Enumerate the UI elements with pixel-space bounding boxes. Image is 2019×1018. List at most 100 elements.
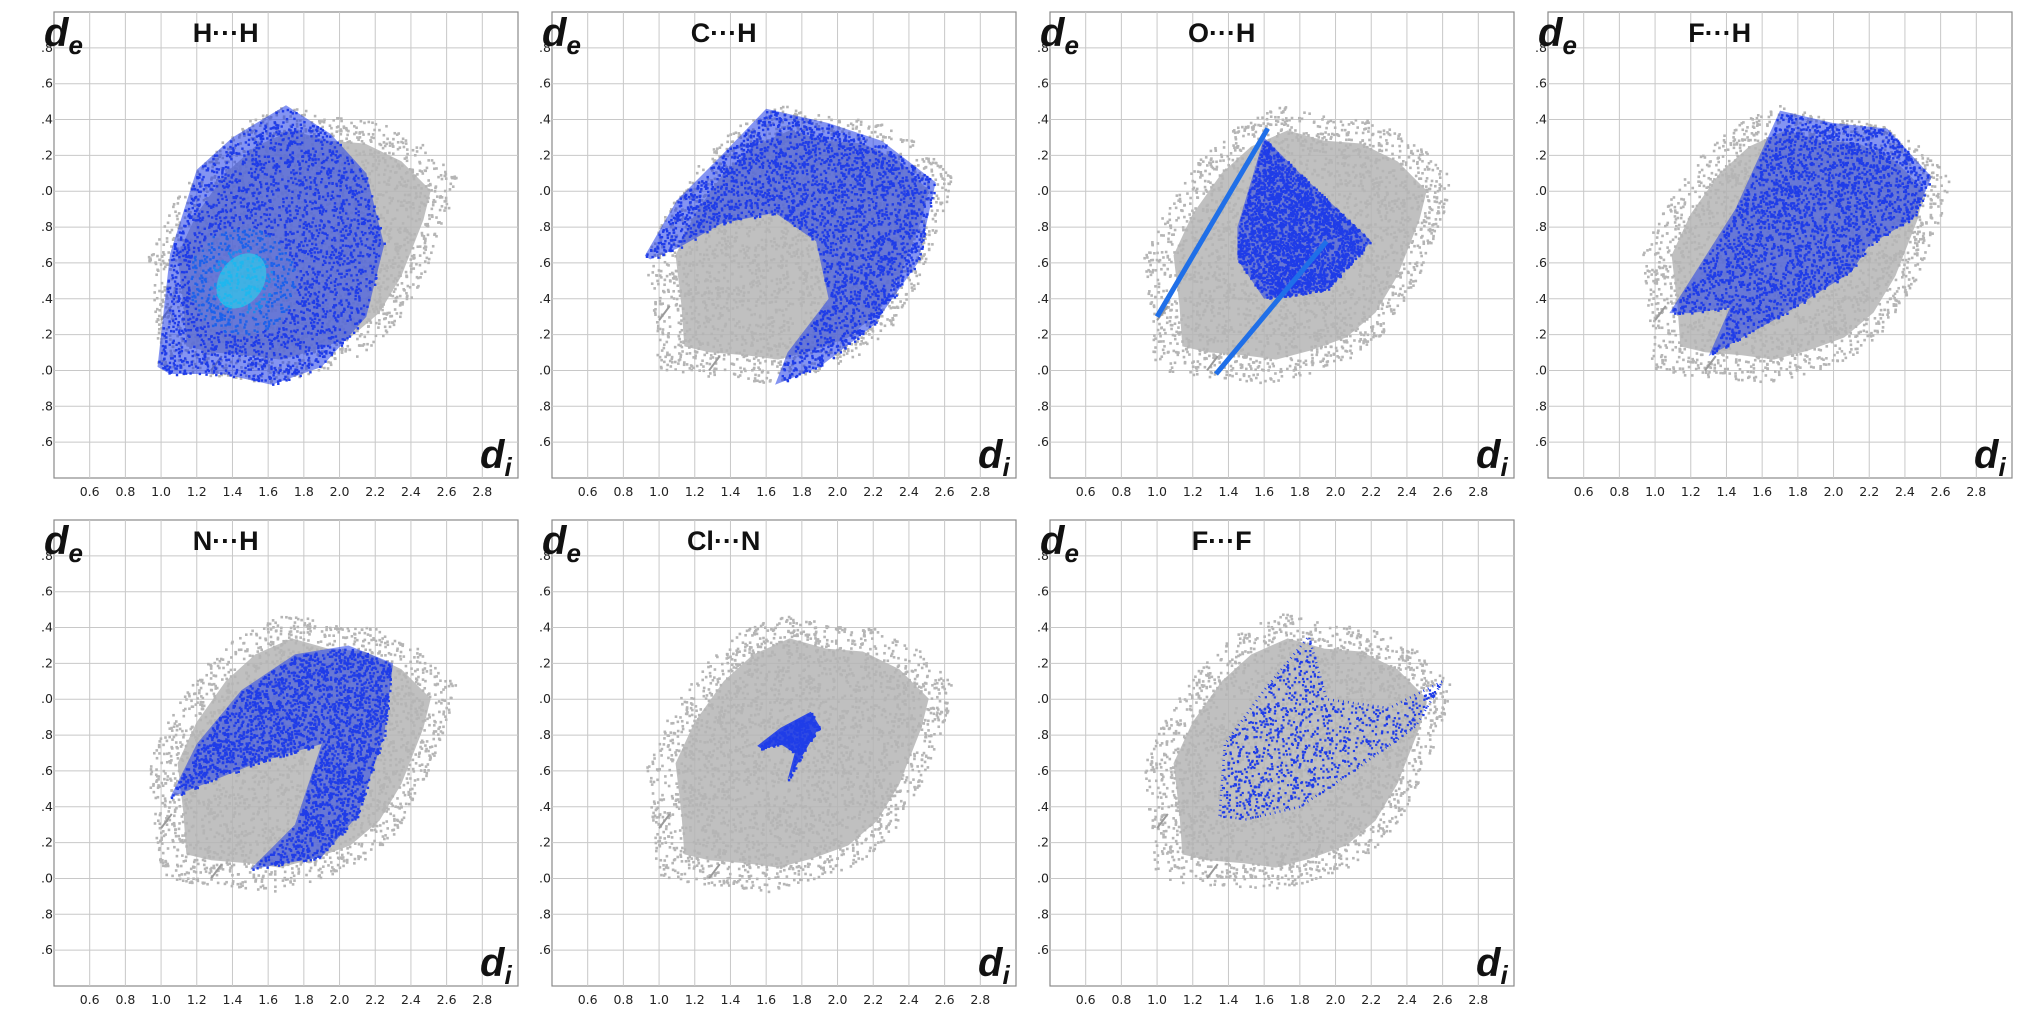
data-point bbox=[444, 199, 448, 203]
data-point bbox=[309, 371, 312, 374]
chart-svg: 0.60.81.01.21.41.61.82.02.22.42.62.80.60… bbox=[42, 11, 519, 499]
data-point bbox=[359, 119, 363, 123]
data-point bbox=[367, 120, 371, 124]
data-point bbox=[221, 141, 225, 144]
data-point bbox=[410, 296, 413, 299]
data-point bbox=[168, 231, 172, 234]
data-point bbox=[162, 300, 165, 304]
data-point bbox=[352, 331, 356, 335]
data-point bbox=[157, 331, 161, 335]
data-point bbox=[356, 355, 359, 358]
series-highlighted-contacts bbox=[157, 105, 386, 386]
data-point bbox=[254, 118, 258, 122]
data-point bbox=[391, 145, 395, 148]
data-point bbox=[420, 231, 424, 235]
data-point bbox=[367, 325, 370, 328]
data-point bbox=[372, 340, 375, 344]
data-point bbox=[433, 200, 437, 204]
data-point bbox=[405, 297, 409, 301]
data-point bbox=[318, 121, 322, 125]
data-point bbox=[369, 321, 373, 324]
data-point bbox=[445, 202, 449, 206]
data-point bbox=[437, 175, 440, 179]
data-point bbox=[162, 253, 166, 256]
data-point bbox=[408, 286, 412, 289]
data-point bbox=[418, 245, 422, 248]
data-point bbox=[444, 170, 447, 174]
data-point bbox=[172, 236, 176, 240]
data-point bbox=[272, 383, 275, 386]
data-point bbox=[420, 170, 423, 173]
data-point bbox=[383, 317, 386, 321]
data-point bbox=[251, 123, 254, 126]
data-point bbox=[394, 287, 397, 291]
data-point bbox=[320, 365, 323, 369]
data-point bbox=[409, 270, 413, 274]
data-point bbox=[415, 262, 418, 266]
data-point bbox=[163, 286, 167, 289]
data-point bbox=[162, 267, 166, 271]
data-point bbox=[159, 303, 162, 306]
data-point bbox=[421, 172, 425, 175]
data-point bbox=[160, 281, 164, 285]
data-point bbox=[371, 133, 375, 136]
data-point bbox=[367, 132, 371, 136]
data-point bbox=[155, 296, 159, 300]
data-point bbox=[409, 267, 413, 271]
data-point bbox=[153, 298, 156, 302]
data-point bbox=[344, 348, 348, 351]
data-point bbox=[390, 314, 394, 318]
data-point bbox=[442, 163, 445, 167]
data-point bbox=[393, 319, 396, 323]
data-point bbox=[403, 157, 407, 160]
data-point bbox=[422, 234, 426, 238]
data-point bbox=[368, 319, 372, 323]
x-tick-label: 0.6 bbox=[80, 484, 100, 499]
data-point bbox=[160, 305, 164, 308]
data-point bbox=[424, 237, 427, 241]
data-point bbox=[323, 118, 326, 122]
data-point bbox=[418, 169, 422, 173]
data-point bbox=[413, 256, 416, 260]
data-point bbox=[418, 161, 422, 165]
y-tick-label: 0.6 bbox=[42, 434, 53, 449]
data-point bbox=[154, 310, 157, 314]
data-point bbox=[341, 348, 344, 352]
data-point bbox=[425, 256, 429, 260]
data-point bbox=[428, 182, 432, 186]
data-point bbox=[388, 151, 391, 155]
data-point bbox=[432, 161, 436, 165]
data-point bbox=[444, 177, 448, 180]
data-point bbox=[401, 303, 404, 306]
data-point bbox=[295, 108, 299, 111]
data-point bbox=[444, 196, 448, 200]
data-point bbox=[358, 344, 362, 347]
data-point bbox=[386, 137, 389, 141]
data-point bbox=[232, 375, 236, 379]
data-point bbox=[362, 343, 366, 346]
data-point bbox=[405, 148, 409, 151]
data-point bbox=[346, 133, 349, 137]
data-point bbox=[322, 120, 326, 124]
data-point bbox=[421, 143, 425, 147]
data-point bbox=[156, 254, 159, 258]
data-point bbox=[431, 215, 434, 219]
data-point bbox=[249, 119, 252, 123]
data-point bbox=[423, 270, 427, 274]
data-point bbox=[406, 152, 409, 156]
data-point bbox=[163, 225, 167, 228]
data-point bbox=[398, 146, 402, 149]
data-point bbox=[152, 253, 155, 256]
data-point bbox=[420, 272, 423, 275]
data-point bbox=[377, 326, 380, 329]
data-point bbox=[170, 228, 174, 232]
data-point bbox=[405, 156, 408, 159]
data-point bbox=[242, 129, 245, 132]
data-point bbox=[440, 177, 444, 181]
data-point bbox=[416, 286, 419, 289]
data-point bbox=[373, 128, 376, 132]
data-point bbox=[234, 376, 238, 379]
data-point bbox=[160, 326, 163, 330]
data-point bbox=[346, 140, 350, 144]
x-tick-label: 2.8 bbox=[472, 484, 492, 499]
